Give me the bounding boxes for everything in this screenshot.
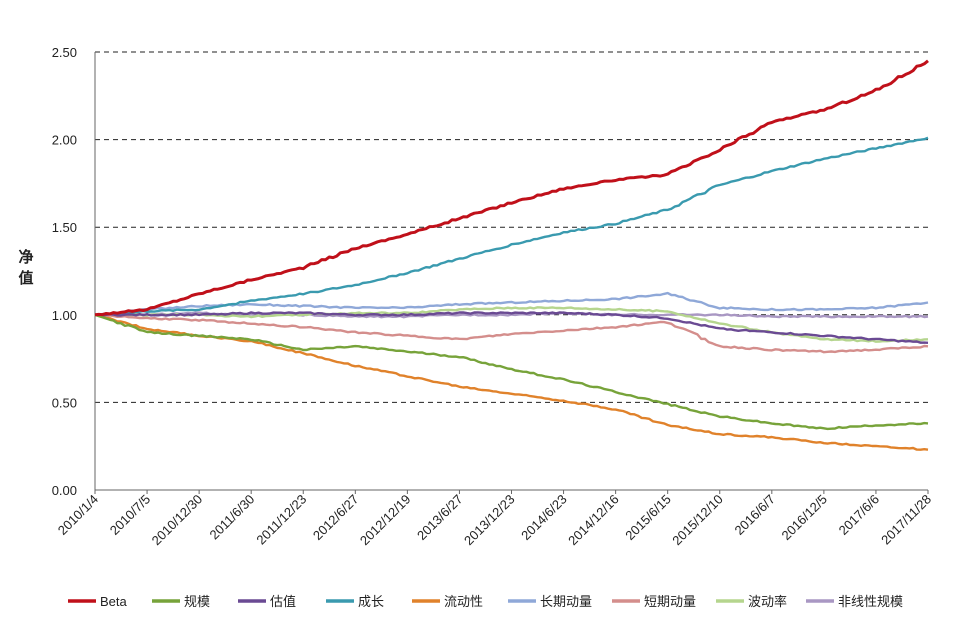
- legend-label: 规模: [184, 594, 210, 609]
- y-tick-label: 0.00: [52, 483, 77, 498]
- series-line: [94, 136, 929, 316]
- x-tick-label: 2011/12/23: [253, 492, 309, 548]
- x-tick-label: 2012/12/19: [357, 492, 414, 549]
- x-tick-label: 2012/6/27: [310, 492, 362, 544]
- legend-label: 短期动量: [644, 594, 696, 609]
- x-tick-label: 2014/12/16: [565, 492, 622, 549]
- x-tick-label: 2016/6/7: [732, 492, 778, 538]
- x-tick-label: 2017/11/28: [878, 492, 934, 548]
- x-tick-label: 2013/12/23: [461, 492, 518, 549]
- series-line: [94, 291, 929, 316]
- legend-label: 流动性: [444, 594, 483, 609]
- legend: Beta 规模 估值 成长 流动性 长期动量 短期动量 波动率 非线性规模: [68, 594, 903, 609]
- series-line: [94, 313, 929, 354]
- x-tick-label: 2016/12/5: [778, 492, 830, 544]
- x-tick-label: 2014/6/23: [518, 492, 570, 544]
- series-line: [95, 311, 929, 344]
- y-axis-label-line1: 净: [18, 248, 33, 266]
- x-tick-label: 2011/6/30: [206, 492, 257, 543]
- axes: [94, 52, 929, 494]
- y-tick-label: 1.50: [52, 220, 77, 235]
- x-tick-label: 2010/12/30: [149, 492, 206, 549]
- legend-label: Beta: [100, 594, 128, 609]
- x-tick-label: 2010/1/4: [55, 492, 101, 538]
- x-tick-label: 2013/6/27: [414, 492, 466, 544]
- y-axis-label-line2: 值: [18, 269, 33, 287]
- x-tick-label: 2010/7/5: [107, 492, 153, 538]
- y-tick-label: 1.00: [52, 308, 77, 323]
- x-tick-label: 2017/6/6: [836, 492, 882, 538]
- x-tick-label: 2015/12/10: [669, 492, 726, 549]
- y-tick-label: 0.50: [52, 395, 77, 410]
- legend-label: 长期动量: [540, 594, 592, 609]
- legend-label: 波动率: [748, 594, 787, 609]
- legend-label: 估值: [270, 594, 296, 609]
- legend-label: 成长: [358, 594, 384, 609]
- legend-label: 非线性规模: [838, 594, 903, 609]
- y-tick-labels: 0.00 0.50 1.00 1.50 2.00 2.50: [52, 45, 77, 498]
- series-lines: [94, 59, 929, 451]
- y-tick-label: 2.00: [52, 133, 77, 148]
- series-line: [94, 313, 929, 431]
- series-line: [95, 306, 929, 343]
- y-tick-label: 2.50: [52, 45, 77, 60]
- y-axis-label: 净 值: [18, 248, 33, 287]
- series-line: [94, 59, 929, 317]
- x-tick-label: 2015/6/15: [622, 492, 674, 544]
